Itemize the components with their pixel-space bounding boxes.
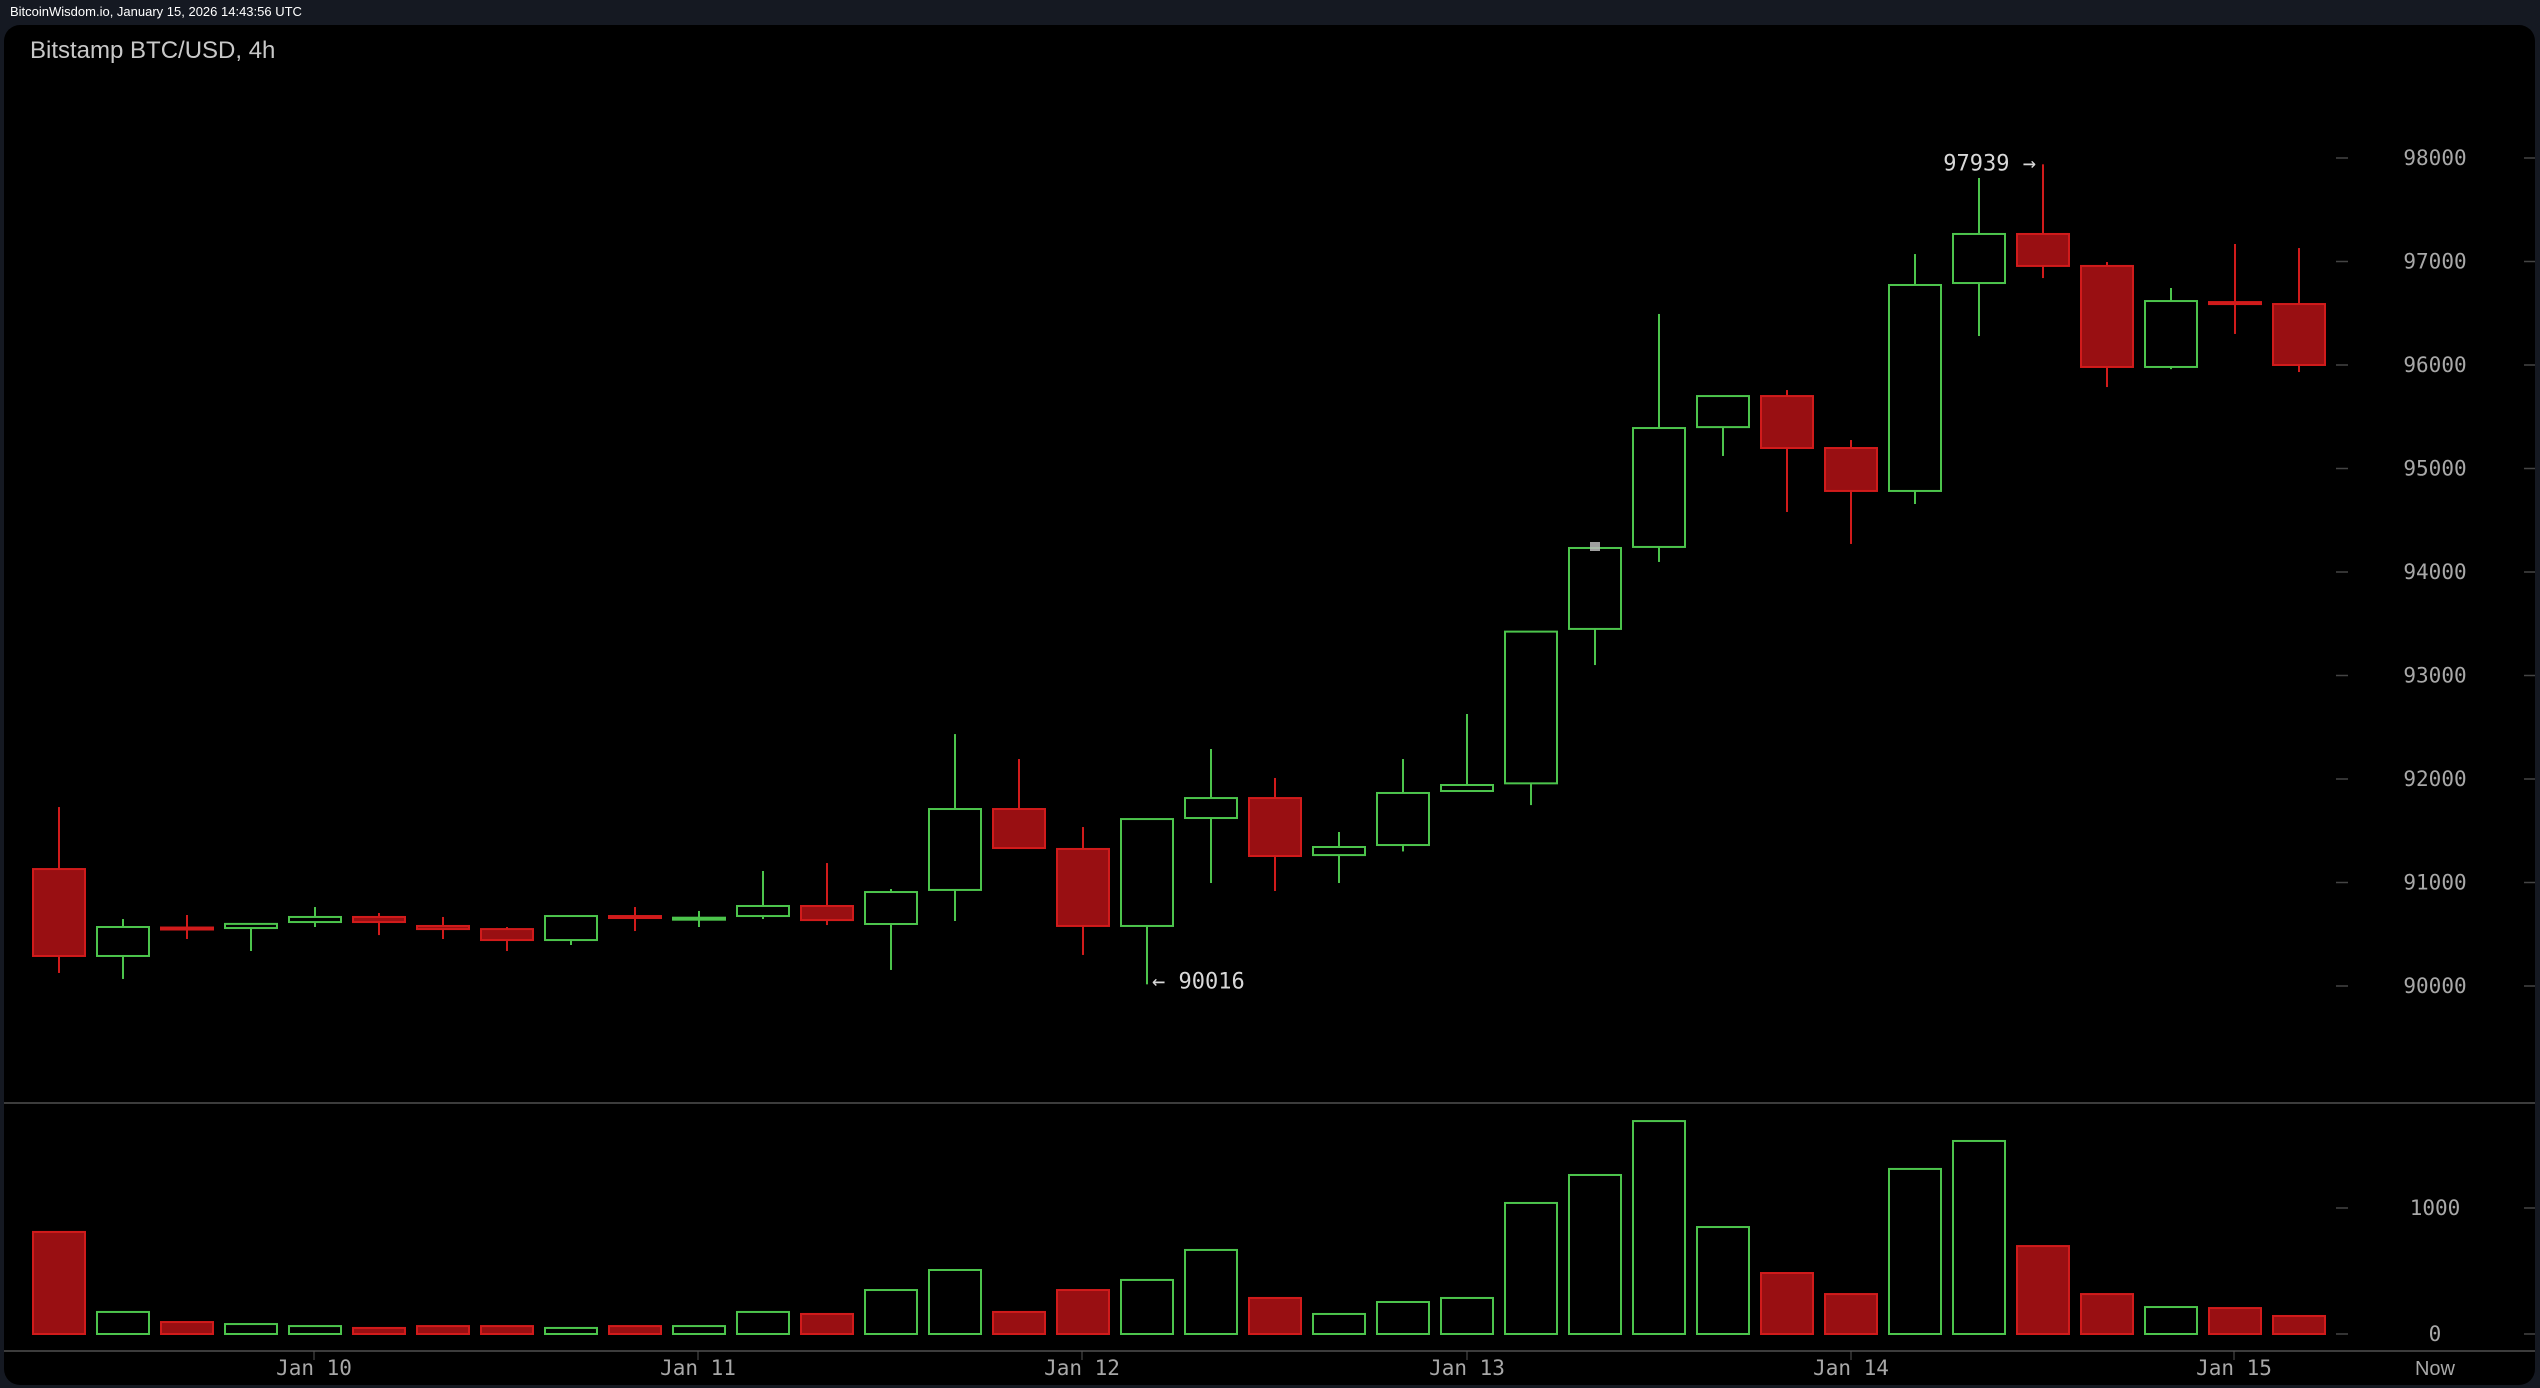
x-tick-label: Jan 13 <box>1429 1356 1505 1380</box>
candle-body-down <box>416 924 470 931</box>
volume-bar-down <box>608 1325 662 1336</box>
source-timestamp: BitcoinWisdom.io, January 15, 2026 14:43… <box>10 4 302 19</box>
candle-body-down <box>1824 447 1878 492</box>
candle-body-up <box>864 891 918 926</box>
volume-bar-up <box>96 1310 150 1335</box>
candle-body-down <box>32 868 86 957</box>
candle-body-up <box>1184 797 1238 820</box>
candle-body-up <box>96 926 150 957</box>
x-tick-label: Jan 14 <box>1813 1356 1889 1380</box>
x-tick-label: Jan 12 <box>1044 1356 1120 1380</box>
volume-bar-down <box>2272 1314 2326 1336</box>
candle-body-up <box>1632 427 1686 548</box>
volume-bar-down <box>2208 1307 2262 1335</box>
candle-body-down <box>160 926 214 931</box>
candle-body-down <box>352 915 406 924</box>
candle-body-down <box>2080 264 2134 368</box>
candle-body-down <box>608 915 662 920</box>
candle-body-down <box>2208 301 2262 306</box>
candle-body-up <box>1440 784 1494 793</box>
candle-body-up <box>2144 300 2198 368</box>
volume-bar-up <box>544 1326 598 1336</box>
y-tick-label: 91000 <box>2403 871 2466 895</box>
volume-bar-up <box>2144 1306 2198 1336</box>
high-price-annotation: 97939 → <box>1943 151 2036 176</box>
candle-body-down <box>2272 303 2326 367</box>
candle-body-up <box>1696 395 1750 429</box>
candle-body-up <box>1504 630 1558 785</box>
x-tick-label: Jan 15 <box>2196 1356 2272 1380</box>
candle-body-up <box>288 915 342 924</box>
volume-bar-up <box>1184 1248 1238 1336</box>
x-tick-label: Jan 11 <box>660 1356 736 1380</box>
volume-bar-down <box>1056 1289 1110 1335</box>
volume-bar-down <box>1248 1296 1302 1335</box>
y-tick-label: 94000 <box>2403 560 2466 584</box>
top-bar: BitcoinWisdom.io, January 15, 2026 14:43… <box>0 0 2540 25</box>
candle-body-up <box>1376 791 1430 847</box>
candle-body-up <box>1120 818 1174 927</box>
volume-bar-down <box>1824 1293 1878 1335</box>
volume-bar-up <box>1696 1226 1750 1335</box>
candle-body-down <box>480 928 534 942</box>
volume-tick-label: 0 <box>2429 1322 2442 1346</box>
candle-body-down <box>800 904 854 922</box>
volume-bar-up <box>1568 1173 1622 1336</box>
volume-bar-up <box>864 1289 918 1335</box>
low-price-annotation: ← 90016 <box>1152 969 1245 994</box>
candle-body-up <box>1888 283 1942 492</box>
volume-bar-up <box>928 1268 982 1335</box>
candle-body-up <box>224 922 278 930</box>
volume-bar-up <box>224 1323 278 1336</box>
candle-body-up <box>928 808 982 891</box>
candle-body-down <box>1056 847 1110 927</box>
candle-body-up <box>1952 232 2006 285</box>
candle-body-down <box>2016 232 2070 267</box>
volume-bar-up <box>736 1310 790 1335</box>
volume-bar-down <box>160 1321 214 1336</box>
volume-bar-down <box>32 1230 86 1335</box>
volume-bar-down <box>352 1326 406 1336</box>
volume-bar-up <box>1952 1139 2006 1336</box>
candle-body-up <box>544 915 598 942</box>
candle-body-up <box>736 904 790 918</box>
volume-tick-label: 1000 <box>2410 1196 2461 1220</box>
volume-bar-up <box>1888 1167 1942 1335</box>
x-tick-label: Jan 10 <box>276 1356 352 1380</box>
volume-bar-up <box>1632 1120 1686 1336</box>
volume-bar-down <box>480 1325 534 1336</box>
y-tick-label: 92000 <box>2403 767 2466 791</box>
candlestick-chart[interactable]: 98000 97000 96000 95000 94000 93000 92000 91000… <box>4 25 2535 1385</box>
volume-bar-up <box>1376 1300 1430 1335</box>
volume-bar-up <box>672 1325 726 1336</box>
y-tick-label: 98000 <box>2403 146 2466 170</box>
volume-bar-down <box>2016 1245 2070 1335</box>
volume-bar-up <box>288 1325 342 1336</box>
candle-body-down <box>992 808 1046 850</box>
volume-bar-up <box>1440 1296 1494 1335</box>
chart-title: Bitstamp BTC/USD, 4h <box>30 37 276 64</box>
y-tick-label: 93000 <box>2403 664 2466 688</box>
volume-bar-down <box>1760 1272 1814 1335</box>
y-tick-label: 90000 <box>2403 974 2466 998</box>
volume-bar-down <box>416 1325 470 1336</box>
volume-bar-up <box>1504 1201 1558 1335</box>
candle-body-up <box>672 916 726 921</box>
volume-bar-up <box>1312 1312 1366 1335</box>
y-tick-label: 97000 <box>2403 250 2466 274</box>
y-tick-label: 96000 <box>2403 353 2466 377</box>
volume-bar-down <box>992 1310 1046 1335</box>
volume-bar-up <box>1120 1278 1174 1336</box>
now-label: Now <box>2415 1358 2456 1380</box>
chart-panel: 98000 97000 96000 95000 94000 93000 92000 91000… <box>4 25 2535 1385</box>
volume-bar-down <box>2080 1293 2134 1335</box>
candle-body-up <box>1568 546 1622 630</box>
candle-body-up <box>1312 845 1366 857</box>
candle-body-down <box>1760 395 1814 450</box>
y-tick-label: 95000 <box>2403 457 2466 481</box>
volume-bar-down <box>800 1312 854 1335</box>
price-marker <box>1590 542 1600 551</box>
candle-body-down <box>1248 797 1302 858</box>
